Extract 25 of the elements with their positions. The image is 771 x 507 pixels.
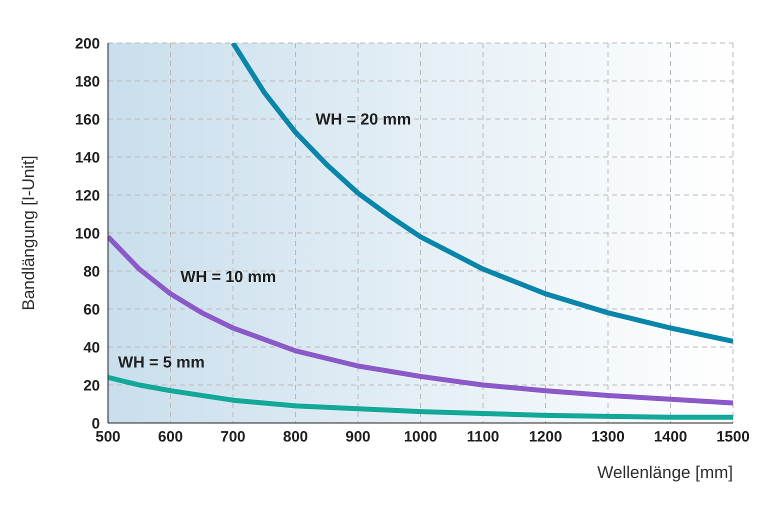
x-tick-label: 1500 bbox=[716, 428, 750, 446]
y-tick-label: 180 bbox=[74, 73, 100, 90]
y-tick-label: 80 bbox=[83, 263, 100, 280]
x-tick-label: 1000 bbox=[404, 428, 438, 446]
x-tick-label: 1200 bbox=[528, 428, 562, 446]
series-label: WH = 20 mm bbox=[316, 111, 412, 128]
x-tick-label: 1300 bbox=[591, 428, 625, 446]
x-tick-label: 800 bbox=[282, 428, 308, 446]
y-tick-label: 20 bbox=[83, 377, 100, 394]
y-tick-label: 60 bbox=[83, 301, 100, 318]
x-tick-label: 900 bbox=[345, 428, 371, 446]
y-tick-label: 120 bbox=[74, 187, 100, 204]
series-label: WH = 5 mm bbox=[118, 354, 205, 372]
x-tick-label: 1100 bbox=[466, 428, 500, 446]
y-axis-title: Bandlängung [I-Unit] bbox=[19, 156, 38, 310]
y-tick-label: 200 bbox=[74, 35, 100, 52]
y-tick-label: 100 bbox=[74, 225, 100, 242]
y-tick-label: 160 bbox=[74, 111, 100, 128]
y-tick-label: 40 bbox=[83, 339, 100, 356]
x-tick-label: 600 bbox=[158, 428, 184, 446]
series-label: WH = 10 mm bbox=[180, 268, 276, 286]
x-tick-label: 700 bbox=[220, 428, 246, 446]
y-tick-label: 140 bbox=[74, 149, 100, 166]
x-tick-label: 1400 bbox=[654, 428, 688, 446]
x-axis-title: Wellenlänge [mm] bbox=[597, 463, 733, 482]
